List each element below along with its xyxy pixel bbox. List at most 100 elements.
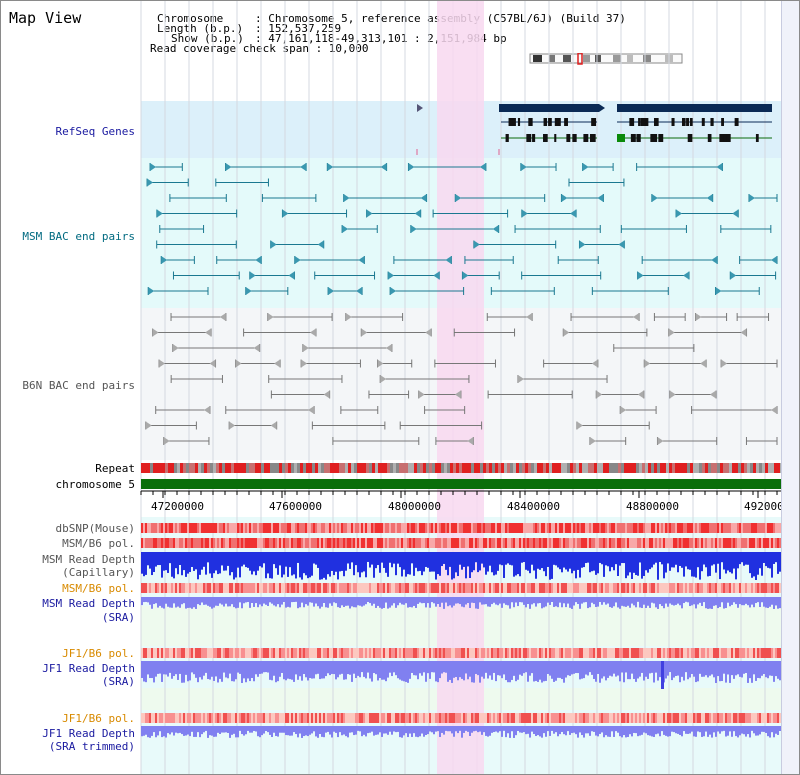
depth-bar bbox=[199, 661, 201, 678]
heat-cell bbox=[403, 583, 405, 593]
heat-cell bbox=[349, 648, 351, 658]
repeat-block bbox=[681, 463, 684, 473]
vertical-scrollbar[interactable] bbox=[781, 1, 799, 774]
repeat-block bbox=[174, 463, 177, 473]
repeat-block bbox=[282, 463, 285, 473]
track-label-jf1-read-depth-trimmed[interactable]: JF1 Read Depth bbox=[42, 727, 135, 740]
heat-cell bbox=[377, 648, 379, 658]
heat-cell bbox=[427, 713, 429, 723]
heat-cell bbox=[347, 583, 349, 593]
track-label-msm-b6-pol[interactable]: MSM/B6 pol. bbox=[62, 537, 135, 550]
heat-cell bbox=[769, 583, 771, 593]
heat-cell bbox=[321, 523, 323, 533]
heat-cell bbox=[227, 523, 229, 533]
heat-cell bbox=[269, 648, 271, 658]
depth-bar bbox=[147, 552, 149, 566]
depth-bar bbox=[439, 661, 441, 679]
heat-cell bbox=[643, 538, 645, 548]
heat-cell bbox=[293, 713, 295, 723]
heat-cell bbox=[157, 538, 159, 548]
depth-bar bbox=[707, 726, 709, 737]
depth-bar bbox=[249, 726, 251, 733]
heat-cell bbox=[651, 583, 653, 593]
depth-bar bbox=[483, 661, 485, 679]
heat-cell bbox=[353, 713, 355, 723]
depth-bar bbox=[495, 661, 497, 682]
repeat-block bbox=[726, 463, 729, 473]
depth-bar bbox=[525, 726, 527, 735]
depth-bar bbox=[633, 726, 635, 733]
depth-bar bbox=[493, 661, 495, 673]
track-label-msm-read-depth-capillary[interactable]: MSM Read Depth bbox=[42, 553, 135, 566]
depth-bar bbox=[641, 726, 643, 735]
depth-bar bbox=[357, 597, 359, 606]
depth-bar bbox=[703, 726, 705, 737]
depth-bar bbox=[221, 661, 223, 682]
track-label-b6n-bac-end-pairs[interactable]: B6N BAC end pairs bbox=[22, 379, 135, 392]
track-label-msm-b6-pol-sra[interactable]: MSM/B6 pol. bbox=[62, 582, 135, 595]
depth-bar bbox=[387, 661, 389, 678]
depth-bar bbox=[705, 597, 707, 609]
depth-bar bbox=[461, 597, 463, 607]
track-label-dbsnp[interactable]: dbSNP(Mouse) bbox=[55, 522, 135, 535]
heat-cell bbox=[375, 583, 377, 593]
heat-cell bbox=[231, 583, 233, 593]
track-label-jf1-b6-pol-trimmed[interactable]: JF1/B6 pol. bbox=[62, 712, 135, 725]
heat-cell bbox=[267, 713, 269, 723]
heat-cell bbox=[323, 538, 325, 548]
repeat-block bbox=[375, 463, 378, 473]
track-label-jf1-b6-pol[interactable]: JF1/B6 pol. bbox=[62, 647, 135, 660]
heat-cell bbox=[399, 523, 401, 533]
heat-cell bbox=[291, 648, 293, 658]
heat-cell bbox=[555, 713, 557, 723]
heat-cell bbox=[277, 538, 279, 548]
depth-bar bbox=[335, 726, 337, 733]
heat-cell bbox=[541, 583, 543, 593]
track-label-refseq-genes[interactable]: RefSeq Genes bbox=[55, 125, 135, 138]
heat-cell bbox=[605, 538, 607, 548]
depth-bar bbox=[557, 661, 559, 678]
track-label-repeat[interactable]: Repeat bbox=[95, 462, 135, 475]
heat-cell bbox=[445, 523, 447, 533]
repeat-block bbox=[342, 463, 345, 473]
heat-cell bbox=[321, 713, 323, 723]
track-label-msm-bac-end-pairs[interactable]: MSM BAC end pairs bbox=[22, 230, 135, 243]
depth-bar bbox=[565, 597, 567, 608]
heat-cell bbox=[425, 713, 427, 723]
end-arrow bbox=[715, 287, 722, 295]
depth-bar bbox=[377, 661, 379, 681]
heat-cell bbox=[239, 523, 241, 533]
heat-cell bbox=[475, 538, 477, 548]
heat-cell bbox=[393, 648, 395, 658]
depth-bar bbox=[251, 726, 253, 733]
heat-cell bbox=[501, 648, 503, 658]
heat-cell bbox=[691, 648, 693, 658]
depth-bar bbox=[743, 597, 745, 606]
depth-bar bbox=[563, 597, 565, 604]
heat-cell bbox=[595, 523, 597, 533]
track-label-jf1-sra: (SRA) bbox=[101, 675, 135, 688]
heat-cell bbox=[697, 648, 699, 658]
repeat-block bbox=[642, 463, 645, 473]
track-label-msm-read-depth-sra[interactable]: MSM Read Depth bbox=[42, 597, 135, 610]
heat-cell bbox=[711, 538, 713, 548]
heat-cell bbox=[381, 713, 383, 723]
depth-bar bbox=[727, 661, 729, 675]
exon bbox=[708, 134, 712, 142]
heat-cell bbox=[589, 648, 591, 658]
depth-bar bbox=[445, 726, 447, 731]
depth-bar bbox=[411, 726, 413, 737]
heat-cell bbox=[511, 523, 513, 533]
heat-cell bbox=[563, 713, 565, 723]
depth-bar bbox=[461, 661, 463, 679]
heat-cell bbox=[531, 583, 533, 593]
depth-bar bbox=[663, 726, 665, 735]
track-label-jf1-read-depth-sra[interactable]: JF1 Read Depth bbox=[42, 662, 135, 675]
heat-cell bbox=[711, 583, 713, 593]
depth-bar bbox=[395, 661, 397, 676]
heat-cell bbox=[709, 648, 711, 658]
depth-bar bbox=[237, 726, 239, 738]
heat-cell bbox=[285, 538, 287, 548]
heat-cell bbox=[303, 538, 305, 548]
